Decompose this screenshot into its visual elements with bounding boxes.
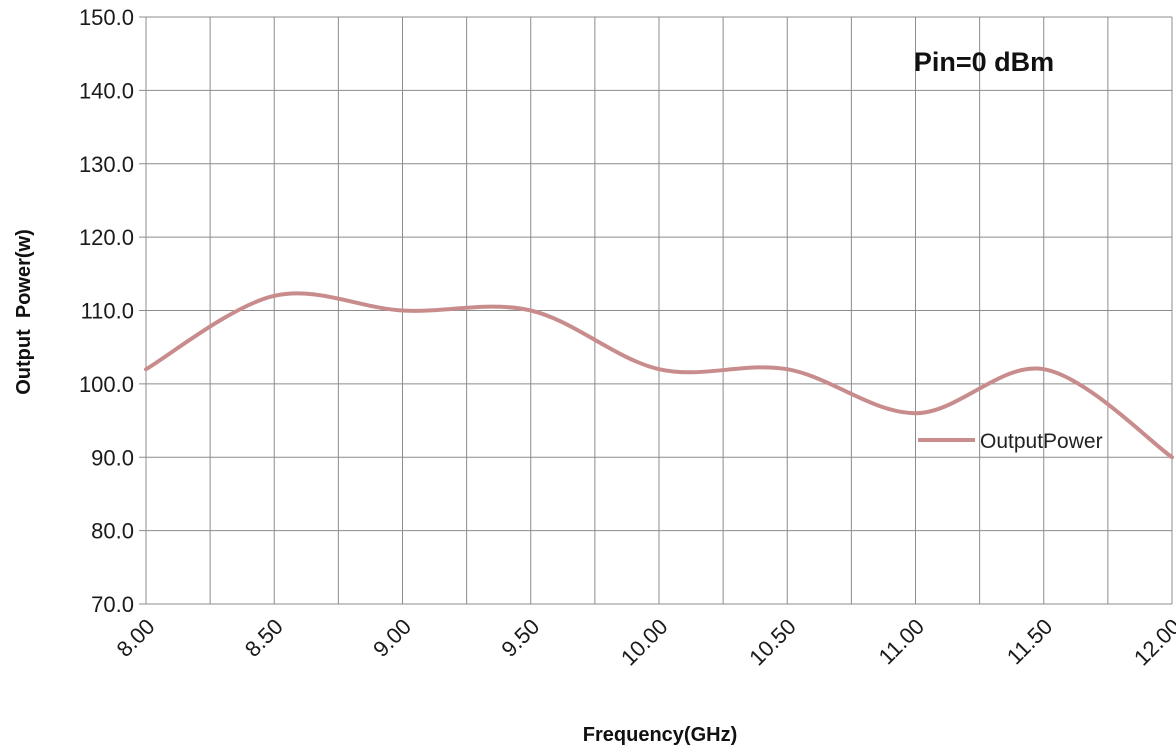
y-tick-label: 150.0: [79, 5, 134, 30]
data-point: [1170, 455, 1174, 459]
x-tick-label: 8.50: [240, 614, 288, 662]
x-axis-title: Frequency(GHz): [583, 724, 737, 746]
x-tick-label: 9.50: [496, 614, 544, 662]
y-tick-label: 130.0: [79, 152, 134, 177]
legend: OutputPower: [918, 430, 1103, 453]
y-tick-labels: 70.0 80.0 90.0 100.0 110.0 120.0 130.0 140.0 150…: [79, 5, 146, 617]
y-tick-label: 70.0: [91, 592, 134, 617]
x-tick-label: 10.00: [616, 614, 673, 671]
data-point: [529, 309, 533, 313]
y-tick-label: 110.0: [81, 299, 134, 324]
y-tick-label: 140.0: [79, 78, 134, 103]
data-point: [144, 367, 148, 371]
data-point: [914, 411, 918, 415]
x-tick-label: 9.00: [368, 614, 416, 662]
data-point: [401, 309, 405, 313]
legend-label-outputpower: OutputPower: [980, 430, 1103, 453]
data-point: [785, 367, 789, 371]
grid: [145, 16, 1173, 605]
series-layer: [144, 291, 1174, 460]
x-tick-label: 11.00: [874, 614, 929, 669]
x-tick-label: 12.00: [1129, 614, 1176, 671]
y-tick-label: 100.0: [79, 372, 134, 397]
y-axis-title: Output Power(w): [13, 229, 35, 395]
data-point: [1042, 367, 1046, 371]
y-tick-label: 80.0: [91, 519, 134, 544]
series-line-outputpower: [144, 291, 1174, 460]
y-tick-label: 90.0: [91, 445, 134, 470]
data-point: [657, 367, 661, 371]
data-point: [272, 294, 276, 298]
x-tick-label: 11.50: [1002, 614, 1057, 669]
x-tick-labels: 8.00 8.50 9.00 9.50 10.00 10.50 11.00 11.50 12.0…: [112, 614, 1176, 671]
x-tick-label: 10.50: [744, 614, 801, 671]
x-tick-label: 8.00: [112, 614, 160, 662]
chart-annotation: Pin=0 dBm: [914, 47, 1054, 77]
y-tick-label: 120.0: [79, 225, 134, 250]
